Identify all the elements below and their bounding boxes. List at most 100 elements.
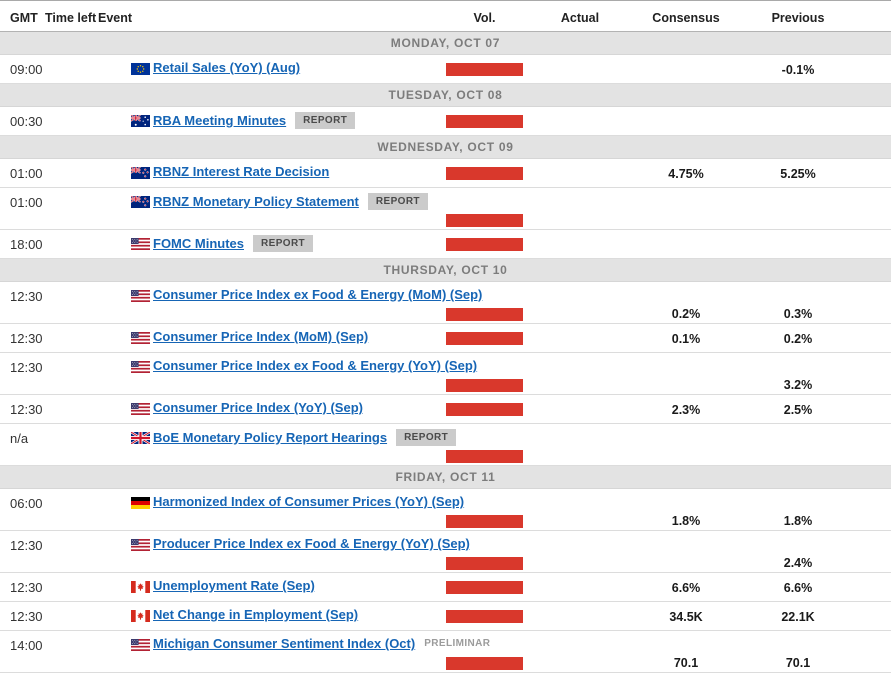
event-row: 12:30 Consumer Price Index (MoM) (Sep) 0… (0, 324, 891, 353)
flag-us-icon (131, 539, 150, 551)
previous-value: 3.2% (783, 378, 813, 392)
event-cell: RBNZ Interest Rate Decision (153, 164, 329, 179)
report-badge[interactable]: REPORT (396, 429, 457, 446)
event-cell: RBA Meeting Minutes REPORT (153, 112, 356, 129)
event-cell: Net Change in Employment (Sep) (153, 607, 358, 622)
flag-ca-icon (131, 581, 150, 593)
volume-bar (446, 238, 523, 251)
event-link[interactable]: BoE Monetary Policy Report Hearings (153, 430, 388, 445)
flag-nz-icon (131, 167, 150, 179)
event-row: 12:30 Producer Price Index ex Food & Ene… (0, 531, 891, 573)
event-time: 12:30 (10, 289, 43, 304)
previous-value: 70.1 (785, 656, 811, 670)
volume-bar (446, 214, 523, 227)
event-row: 01:00 RBNZ Monetary Policy Statement REP… (0, 188, 891, 230)
event-link[interactable]: Michigan Consumer Sentiment Index (Oct) (153, 636, 416, 651)
report-badge[interactable]: REPORT (295, 112, 356, 129)
event-row: 09:00 Retail Sales (YoY) (Aug) -0.1% (0, 55, 891, 84)
consensus-value: 0.2% (671, 307, 701, 321)
volume-bar (446, 557, 523, 570)
volume-bar (446, 515, 523, 528)
flag-eu-icon (131, 63, 150, 75)
event-time: 00:30 (10, 114, 43, 129)
flag-ca-icon (131, 610, 150, 622)
event-time: n/a (10, 431, 29, 446)
volume-bar (446, 115, 523, 128)
consensus-value: 0.1% (671, 332, 701, 346)
event-link[interactable]: Consumer Price Index ex Food & Energy (Y… (153, 358, 478, 373)
event-row: 12:30 Consumer Price Index (YoY) (Sep) 2… (0, 395, 891, 424)
event-cell: Michigan Consumer Sentiment Index (Oct) … (153, 636, 490, 651)
volume-bar (446, 167, 523, 180)
volume-bar (446, 657, 523, 670)
event-row: 12:30 Unemployment Rate (Sep) 6.6% 6.6% (0, 573, 891, 602)
column-header-previous: Previous (771, 11, 825, 25)
event-time: 12:30 (10, 331, 43, 346)
event-row: 14:00 Michigan Consumer Sentiment Index … (0, 631, 891, 673)
day-separator-label: TUESDAY, OCT 08 (388, 88, 503, 102)
day-separator-label: THURSDAY, OCT 10 (383, 263, 508, 277)
event-link[interactable]: Net Change in Employment (Sep) (153, 607, 359, 622)
event-link[interactable]: FOMC Minutes (153, 236, 244, 251)
event-cell: Consumer Price Index (MoM) (Sep) (153, 329, 368, 344)
consensus-value: 34.5K (669, 610, 703, 624)
event-cell: Harmonized Index of Consumer Prices (YoY… (153, 494, 464, 509)
event-link[interactable]: Unemployment Rate (Sep) (153, 578, 315, 593)
event-time: 12:30 (10, 538, 43, 553)
volume-bar (446, 403, 523, 416)
flag-de-icon (131, 497, 150, 509)
previous-value: 0.3% (783, 307, 813, 321)
event-row: 06:00 Harmonized Index of Consumer Price… (0, 489, 891, 531)
event-link[interactable]: Consumer Price Index (YoY) (Sep) (153, 400, 363, 415)
event-row: 18:00 FOMC Minutes REPORT (0, 230, 891, 259)
event-link[interactable]: Retail Sales (YoY) (Aug) (153, 60, 301, 75)
consensus-value: 70.1 (673, 656, 699, 670)
event-cell: Retail Sales (YoY) (Aug) (153, 60, 300, 75)
event-link[interactable]: RBA Meeting Minutes (153, 113, 287, 128)
event-link[interactable]: RBNZ Monetary Policy Statement (153, 194, 359, 209)
event-time: 14:00 (10, 638, 43, 653)
volume-bar (446, 610, 523, 623)
event-time: 01:00 (10, 166, 43, 181)
volume-bar (446, 63, 523, 76)
report-badge[interactable]: REPORT (367, 193, 428, 210)
event-cell: Producer Price Index ex Food & Energy (Y… (153, 536, 470, 551)
event-link[interactable]: Harmonized Index of Consumer Prices (YoY… (153, 494, 465, 509)
event-cell: Consumer Price Index ex Food & Energy (M… (153, 287, 482, 302)
consensus-value: 2.3% (671, 403, 701, 417)
flag-us-icon (131, 332, 150, 344)
flag-gb-icon (131, 432, 150, 444)
event-cell: Consumer Price Index (YoY) (Sep) (153, 400, 363, 415)
calendar-header-row: GMT Time left Event Vol. Actual Consensu… (0, 3, 891, 32)
flag-us-icon (131, 403, 150, 415)
event-row: 12:30 Consumer Price Index ex Food & Ene… (0, 282, 891, 324)
event-cell: RBNZ Monetary Policy Statement REPORT (153, 193, 428, 210)
flag-us-icon (131, 361, 150, 373)
event-link[interactable]: RBNZ Interest Rate Decision (153, 164, 330, 179)
event-link[interactable]: Consumer Price Index (MoM) (Sep) (153, 329, 369, 344)
previous-value: 1.8% (783, 514, 813, 528)
flag-us-icon (131, 238, 150, 250)
previous-value: -0.1% (781, 63, 815, 77)
consensus-value: 6.6% (671, 581, 701, 595)
event-time: 18:00 (10, 237, 43, 252)
report-badge[interactable]: REPORT (253, 235, 314, 252)
event-row: 00:30 RBA Meeting Minutes REPORT (0, 107, 891, 136)
event-link[interactable]: Producer Price Index ex Food & Energy (Y… (153, 536, 470, 551)
column-header-event: Event (98, 11, 133, 25)
event-time: 06:00 (10, 496, 43, 511)
previous-value: 22.1K (781, 610, 815, 624)
previous-value: 2.4% (783, 556, 813, 570)
day-separator: THURSDAY, OCT 10 (0, 259, 891, 282)
flag-nz-icon (131, 196, 150, 208)
column-header-actual: Actual (560, 11, 600, 25)
column-header-time-left: Time left (45, 11, 97, 25)
event-cell: BoE Monetary Policy Report Hearings REPO… (153, 429, 457, 446)
preliminary-label: PRELIMINAR (424, 638, 491, 649)
event-link[interactable]: Consumer Price Index ex Food & Energy (M… (153, 287, 483, 302)
day-separator-label: FRIDAY, OCT 11 (395, 470, 496, 484)
top-border-strip (0, 0, 891, 3)
volume-bar (446, 379, 523, 392)
day-separator: FRIDAY, OCT 11 (0, 466, 891, 489)
previous-value: 2.5% (783, 403, 813, 417)
